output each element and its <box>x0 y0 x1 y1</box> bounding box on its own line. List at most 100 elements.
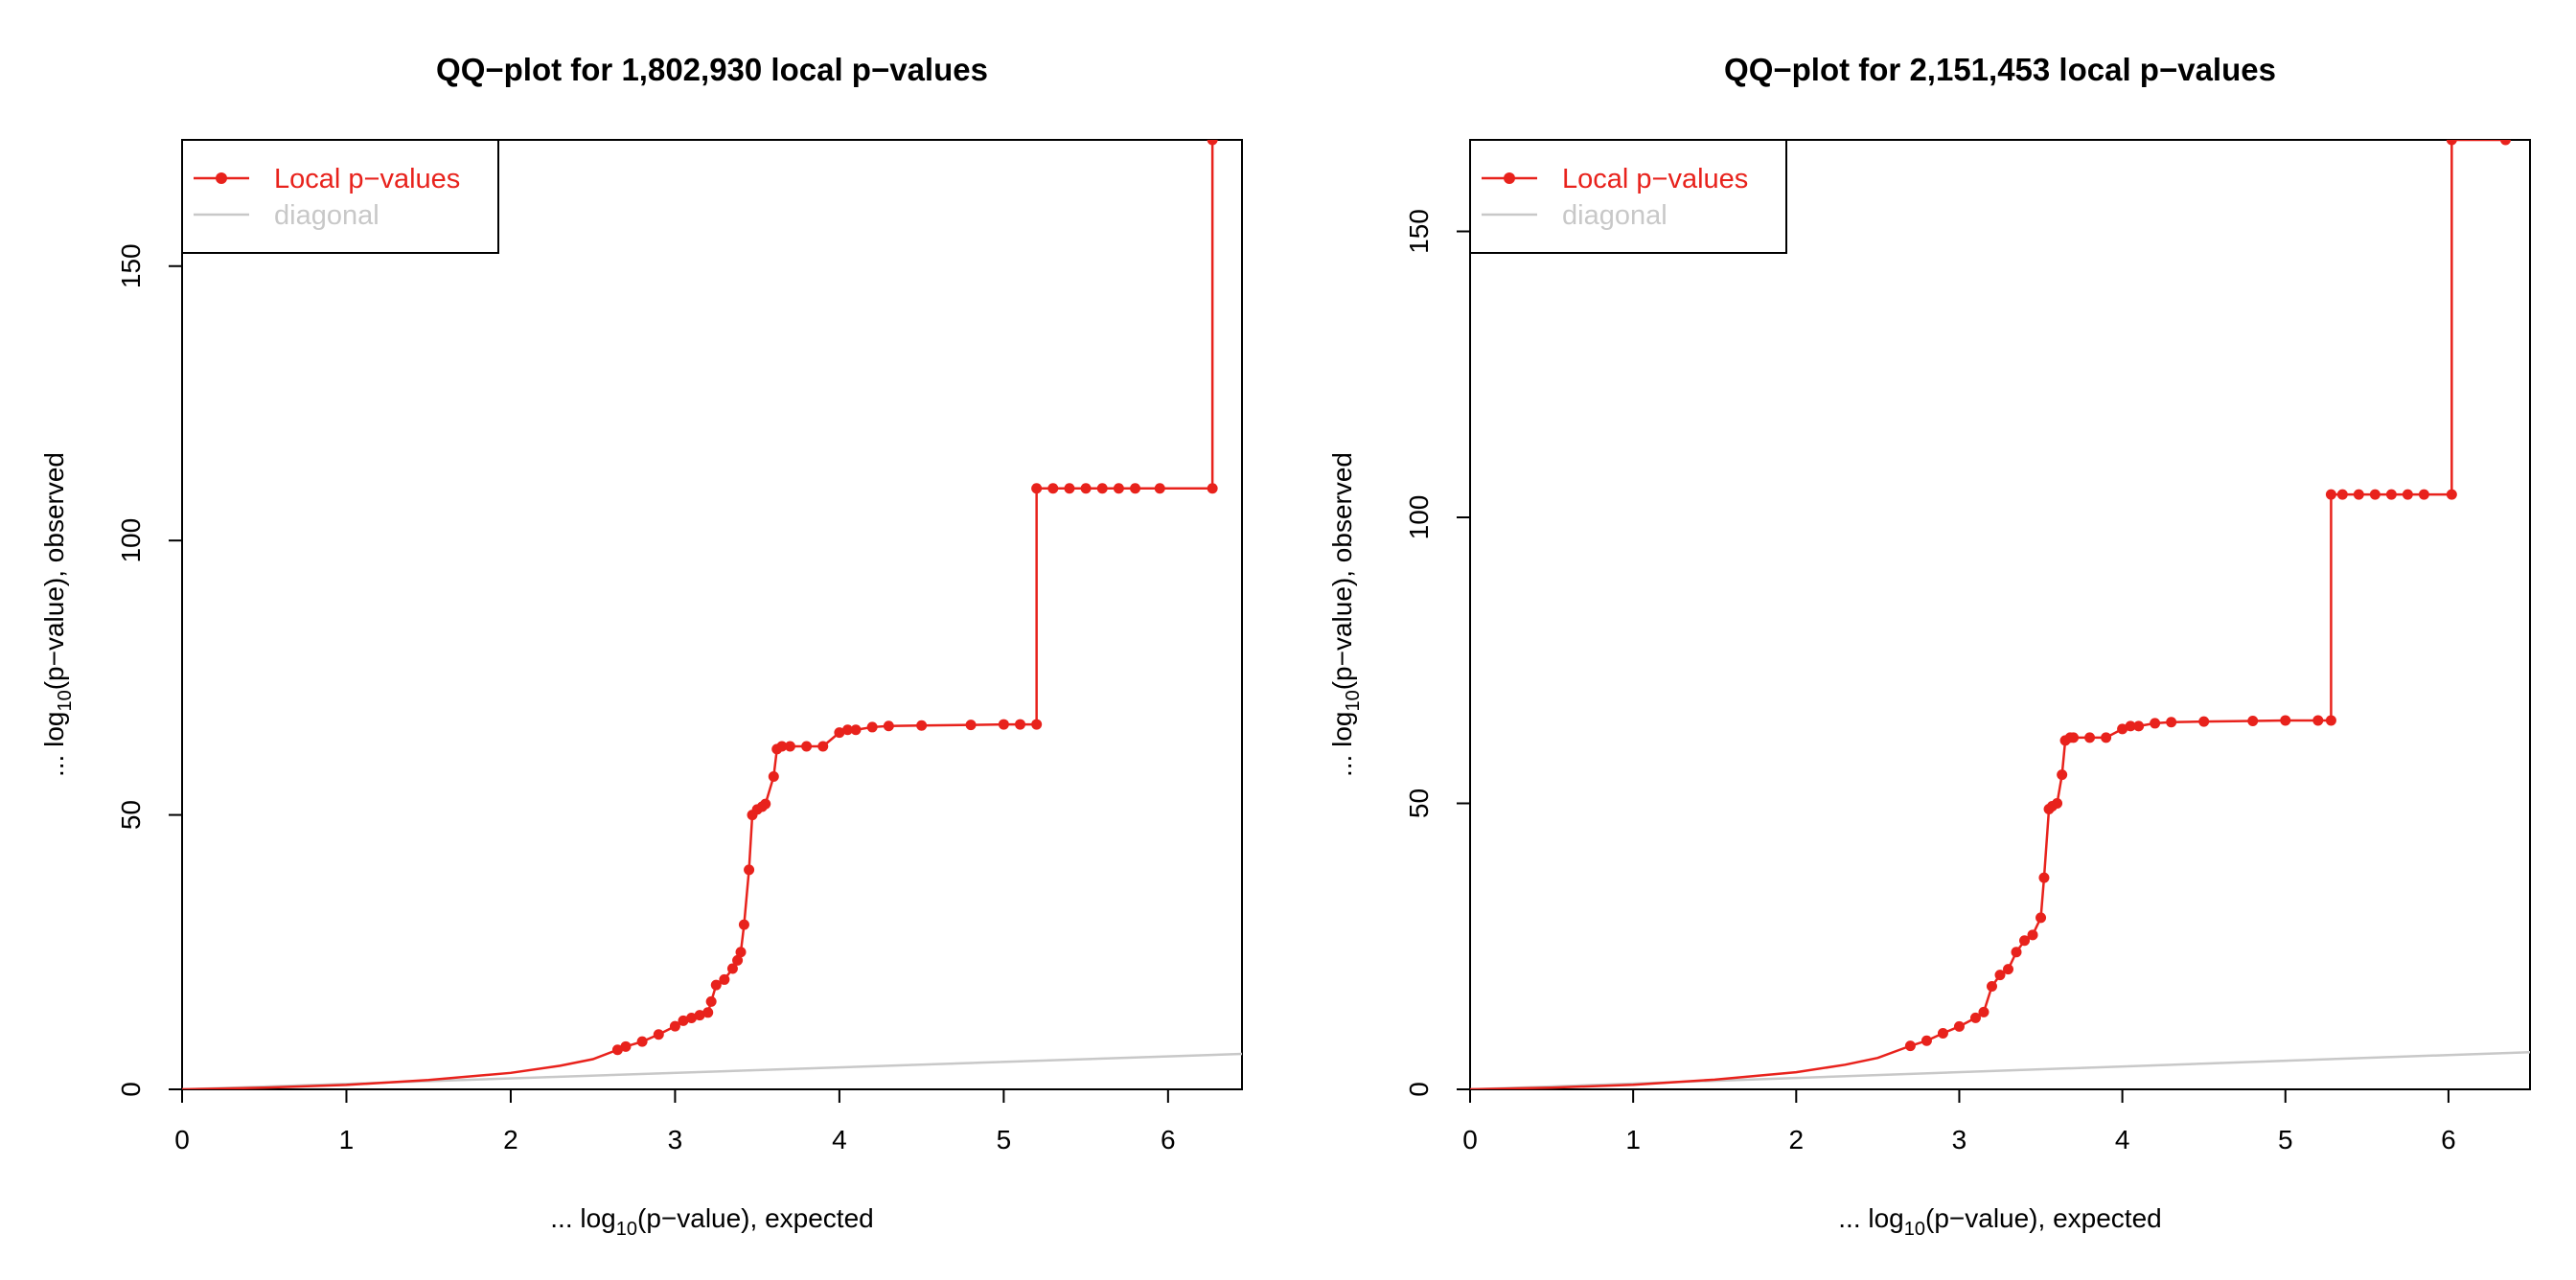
data-point <box>1047 483 1059 494</box>
data-point <box>669 1020 680 1032</box>
data-point <box>1064 483 1075 494</box>
x-tick-label: 4 <box>832 1125 847 1154</box>
data-point <box>2198 716 2210 727</box>
data-point <box>776 741 788 752</box>
data-point <box>965 720 977 731</box>
data-point <box>732 954 744 966</box>
data-point <box>2117 723 2128 735</box>
plot-area <box>1470 140 2530 1089</box>
data-point <box>834 727 845 739</box>
data-point <box>1207 483 1218 494</box>
data-point <box>2068 732 2080 743</box>
data-point <box>1920 1035 1932 1046</box>
data-point <box>1096 483 1108 494</box>
data-point <box>1207 140 1218 146</box>
data-point <box>760 798 771 810</box>
chart-title: QQ−plot for 2,151,453 local p−values <box>1724 52 2276 87</box>
x-tick-label: 5 <box>2278 1125 2293 1154</box>
y-tick-label: 0 <box>1404 1082 1434 1097</box>
data-point <box>2369 489 2380 500</box>
legend: Local p−values diagonal <box>1469 139 1787 254</box>
data-point <box>2166 717 2177 728</box>
data-point <box>1130 483 1141 494</box>
data-point <box>653 1029 664 1040</box>
y-tick-label: 50 <box>1404 789 1434 818</box>
x-tick-label: 2 <box>1789 1125 1805 1154</box>
data-point <box>636 1036 648 1047</box>
data-point <box>883 720 894 732</box>
data-point <box>2446 140 2457 146</box>
data-point <box>2280 715 2291 726</box>
data-point <box>1969 1012 1981 1023</box>
legend-box <box>181 139 499 254</box>
chart-panel-2: QQ−plot for 2,151,453 local p−values 0 1 2 3… <box>1327 52 2531 1240</box>
y-axis-label: ... log10(p−value), observed <box>39 452 76 777</box>
data-point <box>841 724 853 736</box>
data-point <box>1154 483 1165 494</box>
data-point <box>1937 1027 1948 1039</box>
y-tick-label: 150 <box>1404 209 1434 254</box>
data-point <box>2325 715 2336 726</box>
data-point <box>2125 720 2136 732</box>
x-tick-label: 0 <box>174 1125 190 1154</box>
series-line-local-p-values <box>1470 140 2506 1089</box>
data-point <box>2133 720 2145 732</box>
legend: Local p−values diagonal <box>181 139 499 254</box>
data-point <box>694 1010 705 1021</box>
legend-label: diagonal <box>274 200 380 231</box>
data-point <box>2052 798 2063 810</box>
x-tick-label: 3 <box>1952 1125 1967 1154</box>
data-point <box>998 719 1009 730</box>
data-point <box>2446 489 2457 500</box>
data-point <box>2057 769 2068 781</box>
chart-title: QQ−plot for 1,802,930 local p−values <box>436 52 988 87</box>
y-tick-label: 0 <box>116 1082 146 1097</box>
data-point <box>1031 719 1043 730</box>
legend-box <box>1469 139 1787 254</box>
data-point <box>2402 489 2413 500</box>
data-point <box>768 770 779 782</box>
legend-label: Local p−values <box>1562 164 1748 194</box>
data-point <box>738 919 749 930</box>
chart-panel-1: QQ−plot for 1,802,930 local p−values 0 1 2 3… <box>39 52 1243 1240</box>
data-point <box>2353 489 2364 500</box>
data-point <box>2336 489 2348 500</box>
data-point <box>2038 872 2050 883</box>
data-point <box>1986 981 1997 993</box>
data-point <box>686 1013 698 1024</box>
data-point <box>678 1015 689 1026</box>
x-axis-label: ... log10(p−value), expected <box>550 1203 873 1240</box>
y-tick-label: 50 <box>116 800 146 830</box>
x-tick-label: 6 <box>2441 1125 2456 1154</box>
data-point <box>1904 1040 1916 1052</box>
data-point <box>2084 732 2096 743</box>
y-tick-label: 100 <box>116 518 146 563</box>
data-point <box>710 979 722 991</box>
data-point <box>850 724 862 736</box>
data-point <box>1080 483 1092 494</box>
y-axis-label: ... log10(p−value), observed <box>1327 452 1364 777</box>
y-tick-label: 150 <box>116 243 146 288</box>
x-tick-label: 2 <box>503 1125 518 1154</box>
data-point <box>2325 489 2336 500</box>
data-point <box>2019 935 2031 947</box>
x-tick-label: 0 <box>1462 1125 1478 1154</box>
x-tick-label: 5 <box>997 1125 1012 1154</box>
data-point <box>2101 732 2112 743</box>
series-line-local-p-values <box>182 140 1214 1089</box>
data-point <box>2418 489 2429 500</box>
legend-label: diagonal <box>1562 200 1668 231</box>
data-point <box>611 1044 623 1056</box>
x-tick-label: 1 <box>339 1125 355 1154</box>
data-point <box>1994 970 2006 981</box>
data-point <box>801 741 813 752</box>
x-tick-label: 1 <box>1625 1125 1641 1154</box>
plot-frame <box>181 139 1243 1090</box>
data-point <box>735 947 747 958</box>
plot-frame <box>1469 139 2531 1090</box>
x-tick-label: 3 <box>668 1125 683 1154</box>
data-point <box>744 864 755 876</box>
data-point <box>719 973 730 985</box>
y-tick-label: 100 <box>1404 495 1434 540</box>
data-point <box>2247 716 2259 727</box>
